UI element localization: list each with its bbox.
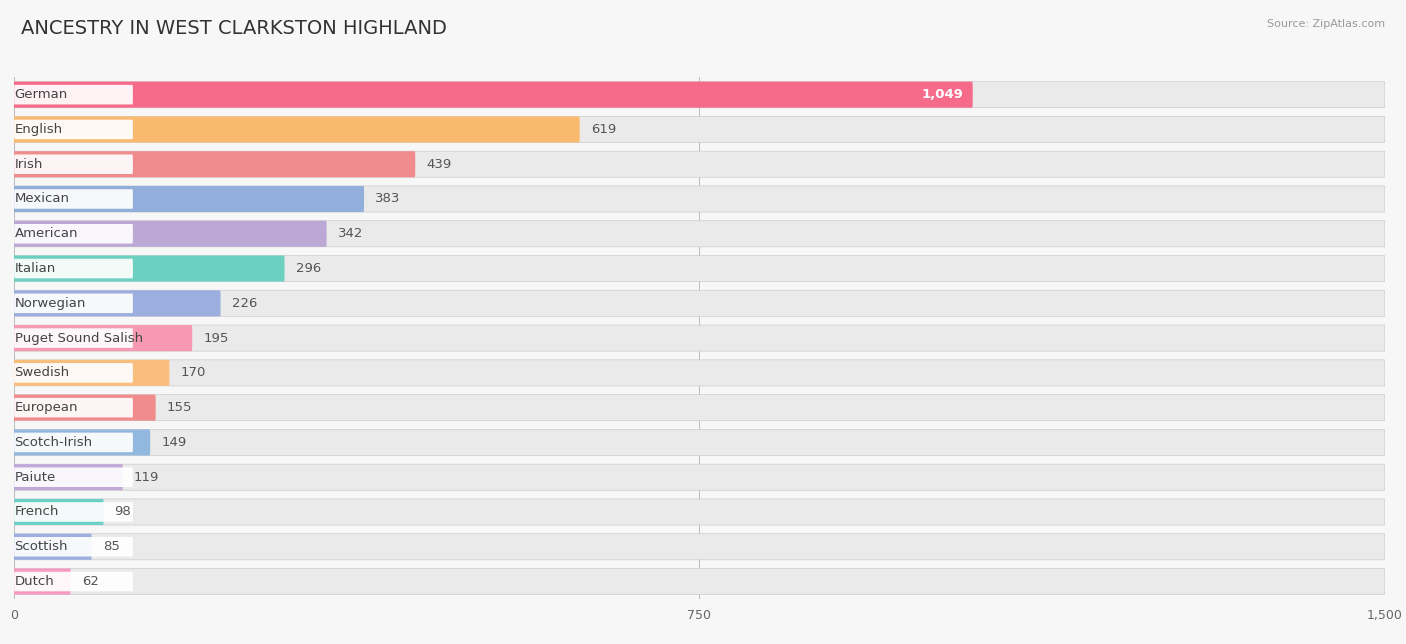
Text: French: French: [14, 506, 59, 518]
FancyBboxPatch shape: [14, 537, 134, 556]
FancyBboxPatch shape: [14, 569, 1385, 594]
FancyBboxPatch shape: [14, 499, 1385, 525]
Text: 1,049: 1,049: [922, 88, 963, 101]
FancyBboxPatch shape: [14, 256, 284, 281]
FancyBboxPatch shape: [14, 398, 134, 417]
Text: Scotch-Irish: Scotch-Irish: [14, 436, 93, 449]
FancyBboxPatch shape: [14, 430, 1385, 455]
FancyBboxPatch shape: [14, 464, 122, 490]
Text: 383: 383: [375, 193, 401, 205]
Text: Paiute: Paiute: [14, 471, 56, 484]
FancyBboxPatch shape: [14, 186, 364, 212]
FancyBboxPatch shape: [14, 294, 134, 313]
Text: 85: 85: [103, 540, 120, 553]
FancyBboxPatch shape: [14, 464, 1385, 490]
FancyBboxPatch shape: [14, 328, 134, 348]
FancyBboxPatch shape: [14, 290, 221, 316]
FancyBboxPatch shape: [14, 256, 1385, 281]
FancyBboxPatch shape: [14, 325, 193, 351]
FancyBboxPatch shape: [14, 259, 134, 278]
Text: Dutch: Dutch: [14, 575, 55, 588]
FancyBboxPatch shape: [14, 569, 70, 594]
Text: Swedish: Swedish: [14, 366, 70, 379]
FancyBboxPatch shape: [14, 221, 1385, 247]
FancyBboxPatch shape: [14, 468, 134, 487]
FancyBboxPatch shape: [14, 117, 1385, 142]
FancyBboxPatch shape: [14, 325, 1385, 351]
FancyBboxPatch shape: [14, 360, 1385, 386]
FancyBboxPatch shape: [14, 534, 91, 560]
Text: Source: ZipAtlas.com: Source: ZipAtlas.com: [1267, 19, 1385, 30]
Text: 296: 296: [295, 262, 321, 275]
Text: Italian: Italian: [14, 262, 56, 275]
FancyBboxPatch shape: [14, 502, 134, 522]
FancyBboxPatch shape: [14, 151, 415, 177]
Text: 195: 195: [204, 332, 229, 345]
FancyBboxPatch shape: [14, 224, 134, 243]
Text: ANCESTRY IN WEST CLARKSTON HIGHLAND: ANCESTRY IN WEST CLARKSTON HIGHLAND: [21, 19, 447, 39]
FancyBboxPatch shape: [14, 499, 104, 525]
FancyBboxPatch shape: [14, 85, 134, 104]
FancyBboxPatch shape: [14, 360, 170, 386]
Text: 619: 619: [591, 123, 616, 136]
Text: German: German: [14, 88, 67, 101]
Text: Puget Sound Salish: Puget Sound Salish: [14, 332, 142, 345]
Text: European: European: [14, 401, 79, 414]
Text: English: English: [14, 123, 63, 136]
FancyBboxPatch shape: [14, 290, 1385, 316]
FancyBboxPatch shape: [14, 155, 134, 174]
Text: 98: 98: [115, 506, 131, 518]
Text: Irish: Irish: [14, 158, 44, 171]
FancyBboxPatch shape: [14, 534, 1385, 560]
FancyBboxPatch shape: [14, 395, 156, 421]
Text: Scottish: Scottish: [14, 540, 67, 553]
FancyBboxPatch shape: [14, 363, 134, 383]
Text: 119: 119: [134, 471, 159, 484]
Text: 62: 62: [82, 575, 98, 588]
Text: American: American: [14, 227, 79, 240]
FancyBboxPatch shape: [14, 151, 1385, 177]
FancyBboxPatch shape: [14, 221, 326, 247]
Text: 149: 149: [162, 436, 187, 449]
Text: 170: 170: [180, 366, 205, 379]
FancyBboxPatch shape: [14, 433, 134, 452]
Text: 226: 226: [232, 297, 257, 310]
FancyBboxPatch shape: [14, 189, 134, 209]
FancyBboxPatch shape: [14, 82, 973, 108]
FancyBboxPatch shape: [14, 572, 134, 591]
FancyBboxPatch shape: [14, 395, 1385, 421]
Text: Norwegian: Norwegian: [14, 297, 86, 310]
Text: Mexican: Mexican: [14, 193, 69, 205]
FancyBboxPatch shape: [14, 430, 150, 455]
FancyBboxPatch shape: [14, 186, 1385, 212]
Text: 155: 155: [167, 401, 193, 414]
FancyBboxPatch shape: [14, 120, 134, 139]
FancyBboxPatch shape: [14, 82, 1385, 108]
FancyBboxPatch shape: [14, 117, 579, 142]
Text: 342: 342: [337, 227, 363, 240]
Text: 439: 439: [426, 158, 451, 171]
